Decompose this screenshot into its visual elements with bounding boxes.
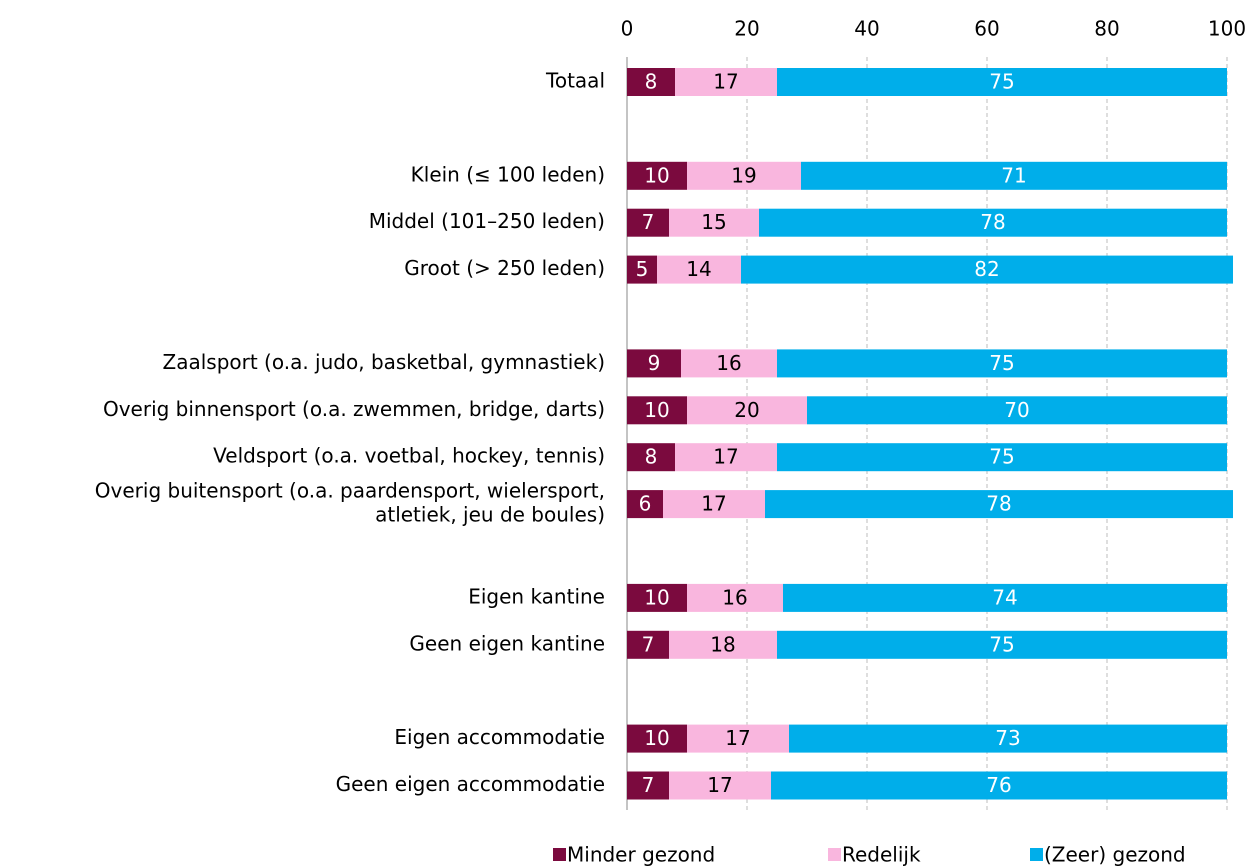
y-tick-label: Zaalsport (o.a. judo, basketbal, gymnast… [163,350,606,374]
y-tick-label: Overig buitensport (o.a. paardensport, w… [95,479,605,503]
bar-segment [627,724,687,753]
bar-segment [663,490,765,519]
bar-segment [681,349,777,378]
data-label: 10 [644,163,669,187]
bar-segment [627,68,675,96]
data-label: 8 [645,70,658,94]
bar-segment [627,630,669,659]
data-label: 15 [701,210,726,234]
bar-segment [741,255,1233,284]
y-tick-label: Overig binnensport (o.a. zwemmen, bridge… [103,397,605,421]
x-tick-label: 100 [1208,17,1246,41]
data-label: 8 [645,445,658,469]
bar-segment [777,349,1227,378]
y-tick-label: Geen eigen accommodatie [336,772,605,796]
bar-segment [783,583,1227,612]
data-label: 16 [716,351,741,375]
bar-segment [627,349,681,378]
data-label: 82 [974,257,999,281]
data-label: 17 [713,445,738,469]
bar-segment [627,161,687,190]
data-label: 9 [648,351,661,375]
bar-segment [777,68,1227,96]
bar-segment [669,771,771,800]
y-tick-label: Veldsport (o.a. voetbal, hockey, tennis) [213,444,605,468]
bar-segment [627,771,669,800]
bar-segment [627,490,663,519]
legend-swatch [553,848,566,861]
y-tick-label: Groot (> 250 leden) [404,256,605,280]
legend-swatch [1030,848,1043,861]
x-tick-label: 0 [621,17,634,41]
x-tick-label: 40 [854,17,879,41]
bar-segment [657,255,741,284]
data-label: 17 [713,70,738,94]
data-label: 70 [1004,398,1029,422]
data-label: 20 [734,398,759,422]
bar-segment [627,255,657,284]
data-label: 71 [1001,163,1026,187]
data-label: 75 [989,351,1014,375]
bar-segment [771,771,1227,800]
data-label: 78 [986,492,1011,516]
bar-segment [687,583,783,612]
y-tick-label: Totaal [545,69,605,93]
data-label: 17 [707,773,732,797]
bar-segment [777,443,1227,472]
data-label: 10 [644,398,669,422]
data-label: 75 [989,632,1014,656]
bar-segment [675,443,777,472]
data-label: 5 [636,257,649,281]
bar-segment [777,630,1227,659]
data-label: 10 [644,726,669,750]
y-tick-label: Geen eigen kantine [409,631,605,655]
bar-segment [675,68,777,96]
data-label: 78 [980,210,1005,234]
bar-segment [759,208,1227,237]
data-label: 14 [686,257,711,281]
data-label: 19 [731,163,756,187]
bar-segment [807,396,1227,425]
y-tick-label: atletiek, jeu de boules) [375,503,605,527]
y-tick-label: Eigen accommodatie [394,725,605,749]
data-label: 76 [986,773,1011,797]
legend-label: (Zeer) gezond [1044,843,1186,867]
x-tick-label: 80 [1094,17,1119,41]
data-label: 6 [639,492,652,516]
bar-segment [687,396,807,425]
data-label: 75 [989,70,1014,94]
data-label: 7 [642,210,655,234]
data-label: 74 [992,585,1017,609]
data-label: 7 [642,773,655,797]
y-tick-label: Eigen kantine [468,584,605,608]
bar-segment [627,208,669,237]
data-label: 17 [701,492,726,516]
data-label: 73 [995,726,1020,750]
y-tick-label: Klein (≤ 100 leden) [411,162,605,186]
data-label: 10 [644,585,669,609]
bar-segment [687,724,789,753]
y-tick-label: Middel (101–250 leden) [369,209,605,233]
x-tick-label: 20 [734,17,759,41]
bar-segment [669,630,777,659]
data-label: 17 [725,726,750,750]
bar-segment [627,396,687,425]
data-label: 18 [710,632,735,656]
bar-segment [765,490,1233,519]
bar-segment [669,208,759,237]
data-label: 16 [722,585,747,609]
data-label: 75 [989,445,1014,469]
bar-segment [801,161,1227,190]
data-label: 7 [642,632,655,656]
bar-segment [789,724,1227,753]
legend-label: Redelijk [842,843,921,867]
x-tick-label: 60 [974,17,999,41]
legend-label: Minder gezond [567,843,715,867]
bar-segment [627,583,687,612]
legend-swatch [828,848,841,861]
bar-segment [627,443,675,472]
bar-segment [687,161,801,190]
